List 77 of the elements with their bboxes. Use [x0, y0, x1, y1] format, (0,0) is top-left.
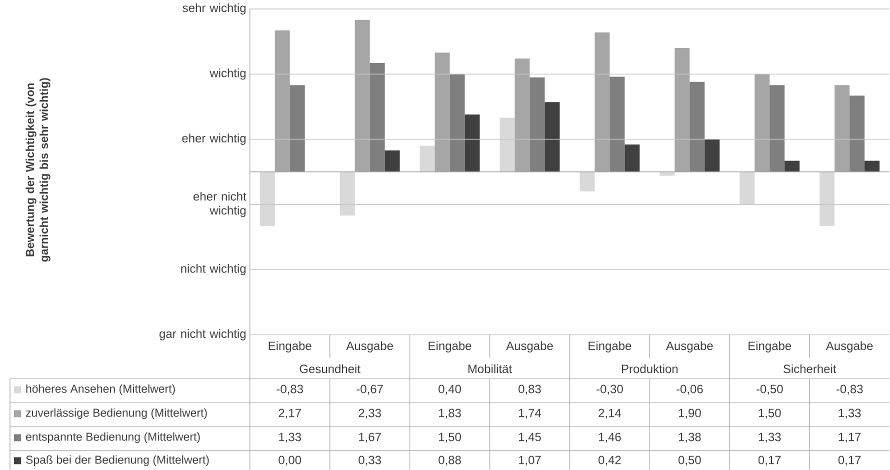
data-label: 1,33 [279, 432, 302, 443]
data-label: 2,33 [358, 408, 381, 419]
data-label: 1,83 [439, 408, 461, 419]
x-tick-label: Ausgabe [826, 341, 873, 352]
x-tick-label: Eingabe [428, 341, 472, 352]
legend-label: entspannte Bedienung (Mittelwert) [26, 432, 200, 444]
data-label: 1,17 [838, 432, 861, 443]
legend-label: zuverlässige Bedienung (Mittelwert) [26, 408, 207, 420]
bar [370, 62, 385, 172]
data-label: -0,50 [756, 384, 783, 395]
bar [500, 118, 515, 172]
ref-line-label: sehr wichtig [182, 3, 246, 14]
data-label: 1,33 [758, 432, 781, 443]
x-tick-label: Eingabe [748, 341, 792, 352]
ref-line-label: nicht wichtig [181, 264, 246, 276]
data-label: 0,00 [278, 456, 302, 466]
bar [464, 114, 480, 172]
x-tick-label: Eingabe [588, 341, 632, 352]
bar [610, 76, 625, 172]
text: Mobilität [468, 364, 512, 374]
data-label: 1,38 [678, 432, 701, 443]
data-label: 0,83 [518, 384, 541, 395]
bar [624, 144, 640, 172]
bar [340, 172, 355, 216]
bar [544, 102, 560, 172]
bar [260, 172, 275, 226]
data-label: 0,17 [758, 456, 781, 466]
bar [864, 160, 880, 172]
bar [690, 82, 705, 172]
ref-line-label: gar nicht wichtig [160, 329, 246, 340]
bar [820, 172, 835, 226]
ref-line-label: eher wichtig [182, 134, 246, 145]
bar [740, 172, 755, 204]
data-label: 1,50 [439, 432, 461, 443]
data-label: 0,88 [438, 456, 461, 466]
bar [784, 160, 800, 172]
data-label: 2,17 [278, 408, 301, 419]
data-label: 0,50 [678, 456, 701, 466]
legend-label: höheres Ansehen (Mittelwert) [26, 384, 175, 396]
text: Produktion [622, 364, 678, 374]
x-tick-label: Eingabe [268, 341, 312, 352]
data-label: 0,33 [358, 456, 381, 466]
data-label: -0,30 [596, 384, 623, 395]
data-label: 2,14 [598, 408, 622, 419]
legend-label: Spaß bei der Bedienung (Mittelwert) [26, 455, 209, 466]
x-tick-label: Ausgabe [346, 341, 393, 352]
data-label: -0,83 [276, 384, 304, 395]
data-label: -0,67 [356, 384, 383, 395]
bar [704, 139, 720, 172]
data-label: 1,33 [838, 408, 861, 419]
x-tick-label: Ausgabe [506, 341, 553, 352]
ref-line-label: wichtig [210, 68, 246, 80]
data-label: 1,67 [359, 432, 381, 443]
bar [580, 172, 595, 192]
bar [420, 146, 435, 172]
data-label: 1,74 [518, 408, 542, 419]
data-label: 0,17 [838, 456, 861, 466]
bar [384, 150, 400, 172]
data-label: 1,45 [518, 432, 541, 443]
text: Gesundheit [300, 364, 360, 374]
x-tick-label: Ausgabe [666, 341, 713, 352]
data-label: 0,40 [438, 384, 461, 395]
data-label: -0,83 [836, 384, 863, 395]
bar [770, 85, 785, 172]
data-label: 1,07 [518, 456, 541, 466]
text: Sicherheit [783, 364, 836, 374]
data-label: -0,06 [676, 384, 703, 395]
bar [530, 77, 545, 172]
bar [850, 96, 865, 172]
data-label: 1,90 [678, 408, 701, 419]
bar [290, 85, 305, 172]
bar [450, 74, 465, 172]
ref-line-label: eher nicht wichtig [194, 192, 246, 217]
data-label: 1,46 [598, 432, 621, 443]
text: Bewertung der Wichtigkeit (von garnicht wichtig bis sehr wichtig) [26, 78, 50, 262]
data-label: 0,42 [598, 456, 621, 466]
data-label: 1,50 [758, 408, 781, 419]
